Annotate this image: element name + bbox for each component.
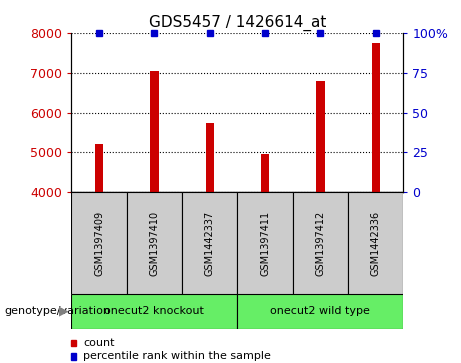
Text: percentile rank within the sample: percentile rank within the sample <box>83 351 271 362</box>
Title: GDS5457 / 1426614_at: GDS5457 / 1426614_at <box>149 15 326 31</box>
Bar <box>293 192 348 294</box>
Text: GSM1442337: GSM1442337 <box>205 211 215 276</box>
Bar <box>316 81 325 192</box>
Text: GSM1442336: GSM1442336 <box>371 211 381 276</box>
Text: GSM1397412: GSM1397412 <box>315 211 325 276</box>
Text: GSM1397410: GSM1397410 <box>149 211 160 276</box>
Bar <box>372 43 380 192</box>
Bar <box>150 70 159 192</box>
Text: GSM1397411: GSM1397411 <box>260 211 270 276</box>
Bar <box>237 294 403 329</box>
Bar <box>71 192 127 294</box>
Bar <box>182 192 237 294</box>
Bar <box>127 192 182 294</box>
Text: genotype/variation: genotype/variation <box>5 306 111 316</box>
Text: onecut2 wild type: onecut2 wild type <box>271 306 370 316</box>
Bar <box>261 155 269 192</box>
Text: onecut2 knockout: onecut2 knockout <box>105 306 204 316</box>
Text: count: count <box>83 338 114 348</box>
Text: GSM1397409: GSM1397409 <box>94 211 104 276</box>
Text: ▶: ▶ <box>59 305 68 318</box>
Bar <box>95 144 103 192</box>
Bar <box>206 123 214 192</box>
Bar <box>348 192 403 294</box>
Bar <box>71 294 237 329</box>
Bar <box>237 192 293 294</box>
